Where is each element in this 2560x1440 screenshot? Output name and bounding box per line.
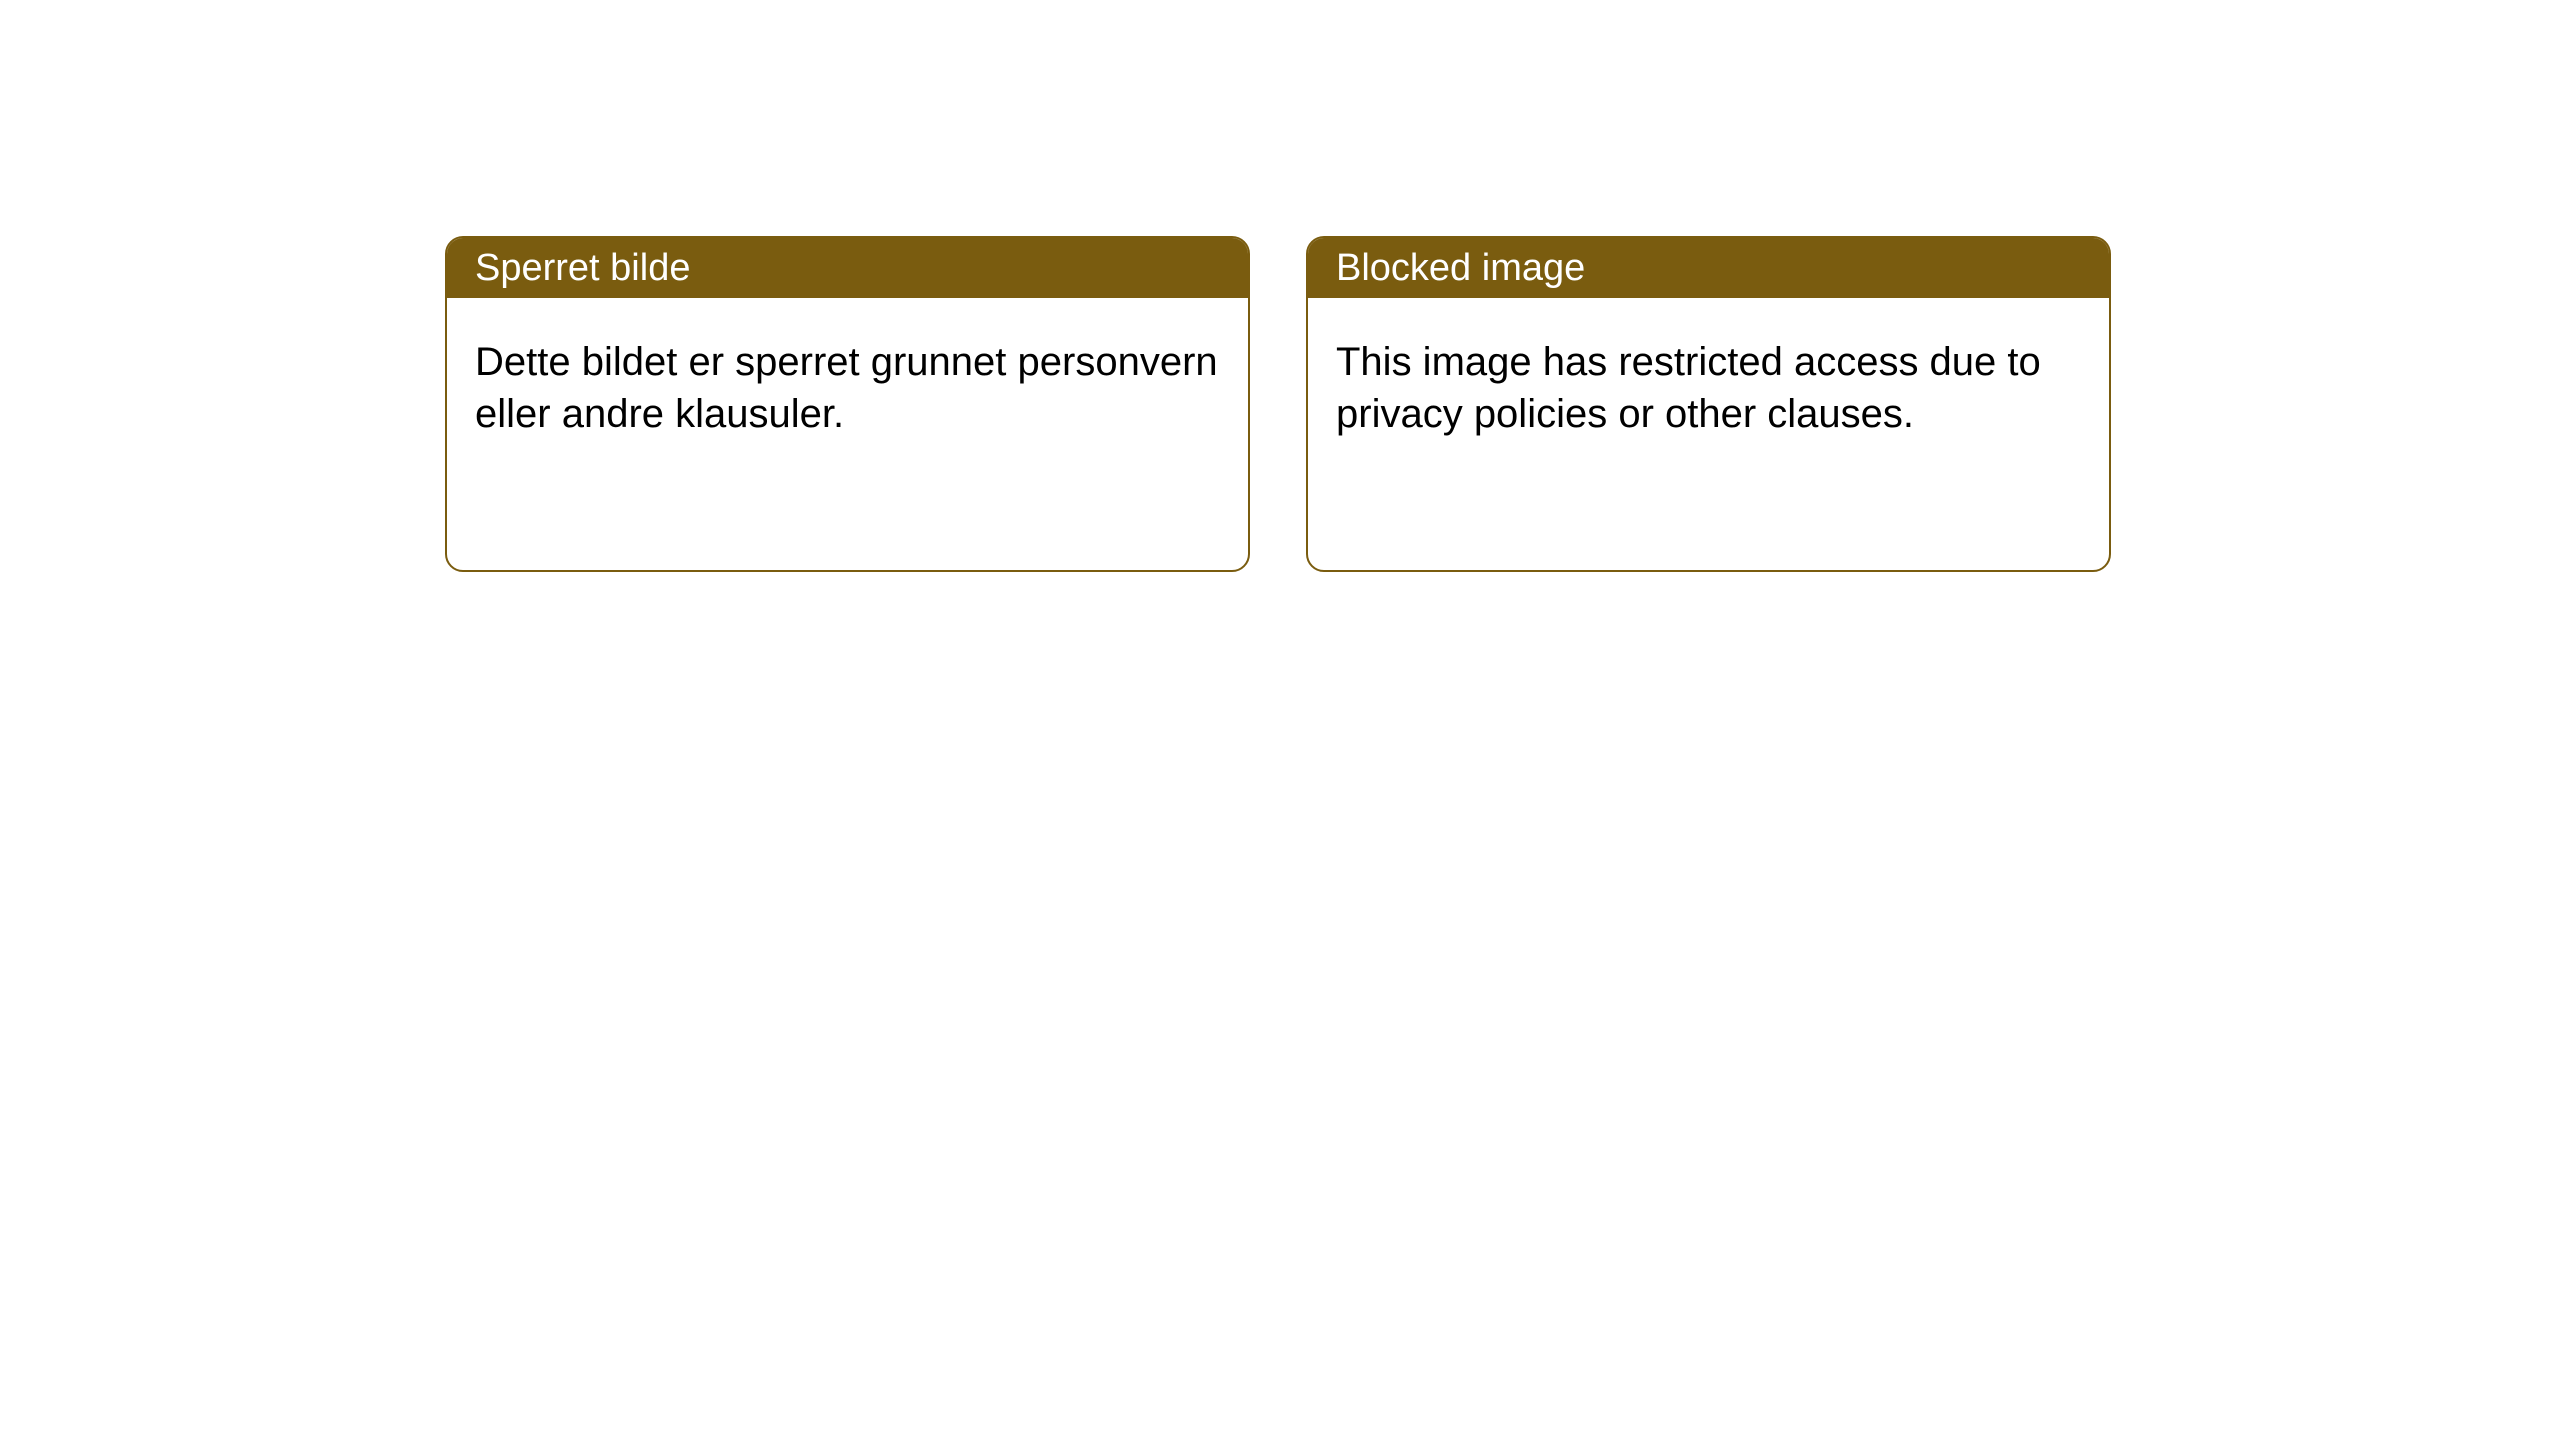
notice-card-norwegian: Sperret bilde Dette bildet er sperret gr…: [445, 236, 1250, 572]
notice-card-header: Sperret bilde: [447, 238, 1248, 298]
notice-cards-container: Sperret bilde Dette bildet er sperret gr…: [445, 236, 2111, 572]
notice-card-body: Dette bildet er sperret grunnet personve…: [447, 298, 1248, 478]
notice-card-english: Blocked image This image has restricted …: [1306, 236, 2111, 572]
notice-card-header: Blocked image: [1308, 238, 2109, 298]
notice-card-body: This image has restricted access due to …: [1308, 298, 2109, 478]
